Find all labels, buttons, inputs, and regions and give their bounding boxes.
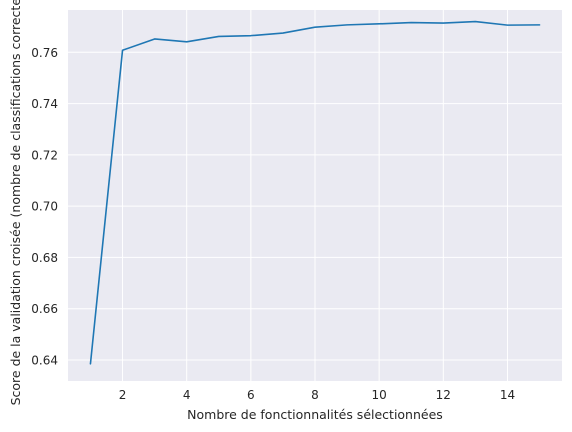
x-tick-labels: 2 4 6 8 10 12 14 <box>119 388 515 402</box>
x-tick-label: 2 <box>119 388 127 402</box>
x-tick-label: 12 <box>436 388 451 402</box>
series-line <box>89 20 541 365</box>
x-tick-label: 10 <box>372 388 387 402</box>
x-tick-label: 14 <box>500 388 515 402</box>
series-lines <box>89 20 541 365</box>
x-tick-label: 6 <box>247 388 255 402</box>
grid-lines <box>68 10 562 381</box>
y-tick-labels: 0.64 0.66 0.68 0.70 0.72 0.74 0.76 <box>31 46 58 368</box>
y-tick-label: 0.70 <box>31 200 58 214</box>
y-tick-label: 0.66 <box>31 302 58 316</box>
x-axis-label: Nombre de fonctionnalités sélectionnées <box>187 407 443 422</box>
y-tick-label: 0.72 <box>31 148 58 162</box>
y-tick-label: 0.74 <box>31 97 58 111</box>
x-tick-label: 4 <box>183 388 191 402</box>
y-tick-label: 0.64 <box>31 353 58 367</box>
y-axis-label: Score de la validation croisée (nombre d… <box>8 0 23 405</box>
y-tick-label: 0.76 <box>31 46 58 60</box>
x-tick-label: 8 <box>311 388 319 402</box>
y-tick-label: 0.68 <box>31 251 58 265</box>
